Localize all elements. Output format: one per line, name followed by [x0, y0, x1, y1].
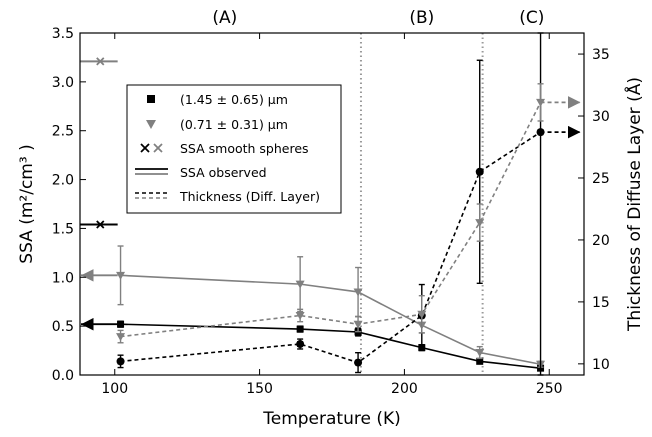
square-marker [537, 129, 544, 136]
y-right-tick-label: 15 [592, 295, 610, 311]
x-tick-label: 150 [246, 381, 273, 397]
y-left-tick-label: 0.0 [52, 368, 74, 384]
legend-label: SSA observed [180, 165, 267, 180]
x-axis-title: Temperature (K) [262, 409, 401, 429]
square-marker [418, 344, 426, 352]
y-right-axis-title: Thickness of Diffuse Layer (Å) [623, 77, 645, 332]
series-small-thickness [116, 83, 546, 344]
triangle-marker [116, 271, 126, 280]
y-left-tick-label: 0.5 [52, 319, 74, 335]
legend-entry: Thickness (Diff. Layer) [135, 189, 320, 204]
triangle-marker [475, 219, 485, 228]
y-left-tick-label: 2.5 [52, 124, 74, 140]
legend-label: (0.71 ± 0.31) μm [180, 117, 288, 132]
y-left-tick-label: 3.5 [52, 26, 74, 42]
y-left-tick-label: 2.0 [52, 173, 74, 189]
y-right-tick-label: 25 [592, 171, 610, 187]
square-marker [476, 168, 483, 175]
legend-x [140, 143, 150, 153]
x-stroke [96, 57, 105, 66]
triangle-marker [295, 312, 305, 321]
series-line [120, 131, 541, 364]
square-marker [117, 320, 125, 328]
x-tick-label: 250 [536, 381, 563, 397]
y-left-tick-label: 1.0 [52, 270, 74, 286]
triangle-marker [295, 280, 305, 289]
y-left-axis-title: SSA (m²/cm³ ) [17, 144, 37, 263]
legend-triangle [146, 120, 156, 129]
y-right-tick-label: 20 [592, 233, 610, 249]
square-marker [117, 358, 124, 365]
triangle-marker [536, 98, 546, 107]
x-tick-label: 200 [391, 381, 418, 397]
y-right-tick-label: 30 [592, 109, 610, 125]
region-label: (B) [409, 8, 434, 28]
triangle-marker [475, 349, 485, 358]
x-stroke [96, 220, 105, 229]
legend-label: (1.45 ± 0.65) μm [180, 92, 288, 107]
data-layer [80, 32, 581, 376]
square-marker [296, 325, 304, 333]
axes-layer: (A) (B) (C) 100 150 200 250 0.0 0.5 1.0 1.5 2.0 2.5 3… [17, 8, 645, 429]
series-small-ssa_observed [116, 245, 546, 369]
y-right-tick-label: 35 [592, 47, 610, 63]
region-label: (C) [519, 8, 544, 28]
square-marker [476, 357, 484, 365]
legend-box [126, 84, 342, 214]
legend-entry: SSA observed [135, 165, 267, 180]
legend-label: Thickness (Diff. Layer) [179, 189, 320, 204]
legend-entry: SSA smooth spheres [140, 141, 309, 156]
smooth-sphere-marker [96, 220, 105, 229]
region-label: (A) [212, 8, 237, 28]
triangle-marker [353, 288, 363, 297]
smooth-sphere-marker [96, 57, 105, 66]
triangle-marker [353, 320, 363, 329]
legend-entry: (0.71 ± 0.31) μm [146, 117, 288, 132]
legend-x [153, 143, 163, 153]
legend-label: SSA smooth spheres [180, 141, 309, 156]
triangle-marker [116, 333, 126, 342]
y-right-tick-label: 10 [592, 357, 610, 373]
series-line [120, 102, 542, 338]
square-marker [297, 341, 304, 348]
square-marker [355, 359, 362, 366]
y-left-tick-label: 1.5 [52, 221, 74, 237]
triangle-marker [417, 310, 427, 319]
legend-square [147, 95, 155, 103]
plot-frame [79, 32, 585, 376]
x-tick-label: 100 [101, 381, 128, 397]
series-line [120, 274, 541, 366]
legend: (1.45 ± 0.65) μm (0.71 ± 0.31) μm SSA smoo… [126, 84, 342, 214]
legend-entry: (1.45 ± 0.65) μm [147, 92, 288, 107]
y-left-tick-label: 3.0 [52, 75, 74, 91]
